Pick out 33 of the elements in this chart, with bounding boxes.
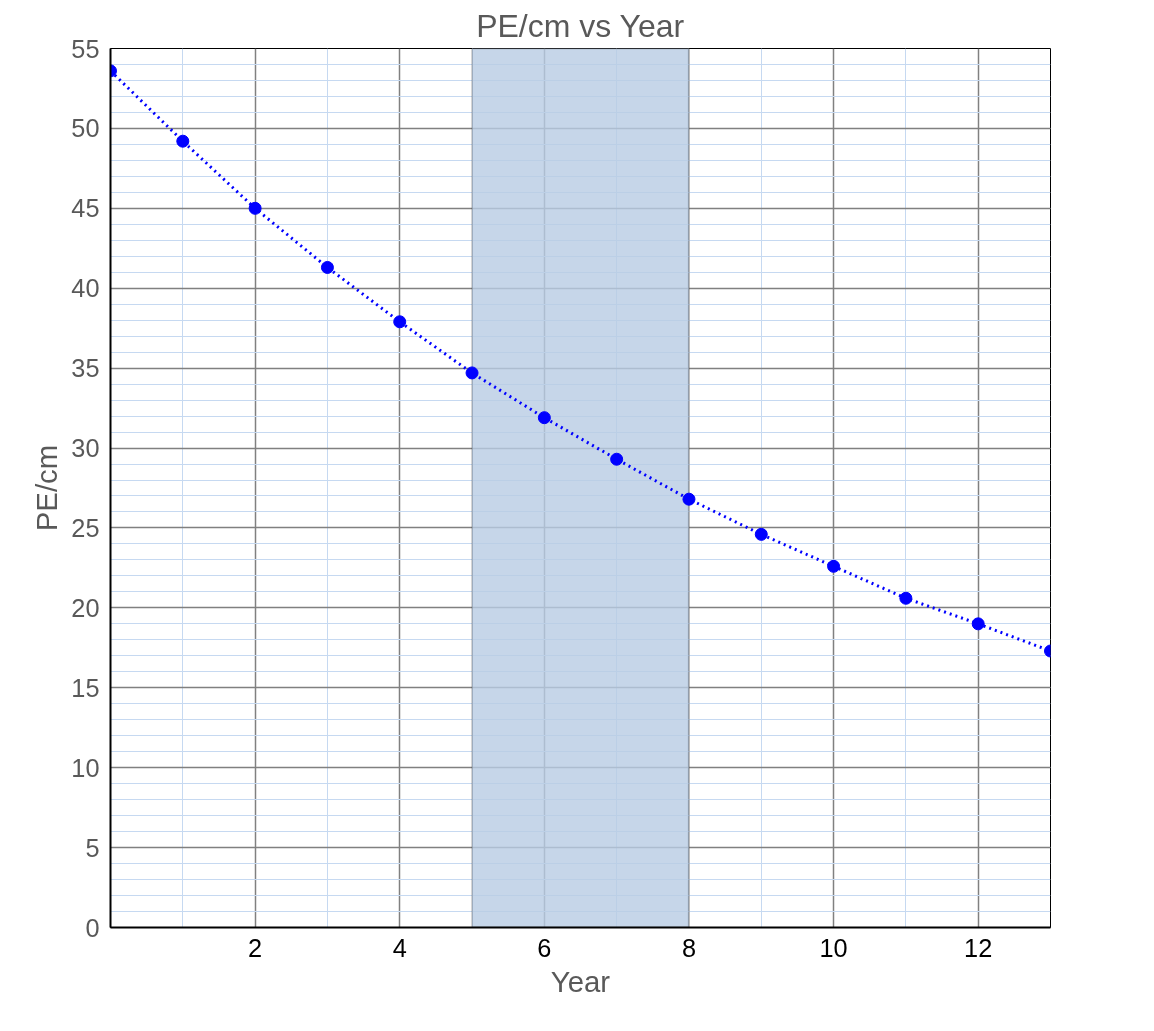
point: [320, 260, 334, 274]
x-tick-label: 8: [681, 933, 697, 962]
point: [682, 492, 696, 506]
y-tick-label: 50: [71, 114, 100, 143]
point: [827, 559, 841, 573]
y-tick-label: 40: [71, 274, 100, 303]
point: [610, 452, 624, 466]
y-tick-label: 30: [71, 434, 100, 463]
point: [754, 527, 768, 541]
x-tick-label: 10: [819, 933, 848, 962]
point: [465, 366, 479, 380]
point: [971, 617, 985, 631]
point: [393, 315, 407, 329]
x-tick-label: 6: [537, 933, 552, 962]
point: [899, 591, 913, 605]
y-tick-label: 25: [71, 513, 100, 542]
point: [537, 411, 551, 425]
y-tick-label: 10: [71, 753, 100, 782]
y-tick-label: 20: [71, 593, 100, 622]
x-axis-title: Year: [550, 964, 611, 998]
point: [176, 134, 190, 148]
y-tick-label: 55: [71, 34, 100, 63]
point: [248, 201, 262, 215]
y-tick-label: 5: [85, 833, 100, 862]
x-tick-label: 2: [248, 933, 263, 962]
y-tick-label: 15: [71, 673, 100, 702]
y-axis-title: PE/cm: [30, 444, 64, 532]
x-tick-label: 12: [964, 933, 993, 962]
y-tick-label: 35: [71, 354, 100, 383]
x-tick-label: 4: [392, 933, 407, 962]
y-tick-label: 0: [85, 913, 100, 942]
chart-title: PE/cm vs Year: [476, 7, 685, 44]
y-tick-label: 45: [71, 194, 100, 223]
